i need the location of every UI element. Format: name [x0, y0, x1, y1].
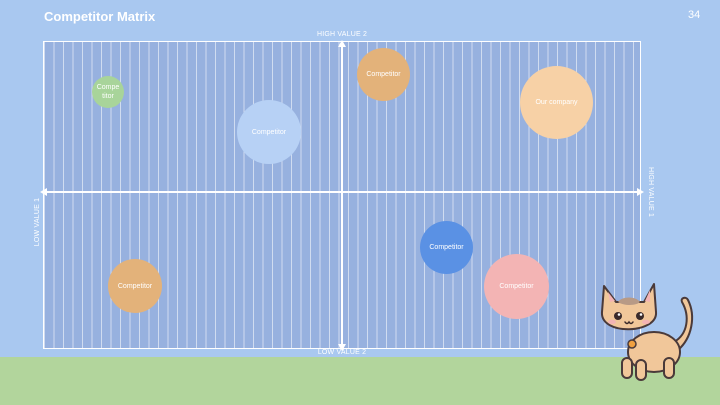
arrow-left-icon	[40, 188, 47, 196]
slide-title: Competitor Matrix	[44, 9, 156, 24]
bubble-label: Competitor	[499, 283, 534, 290]
competitor-bubble: Competitor	[108, 259, 162, 313]
vertical-axis	[341, 44, 343, 346]
page-number: 34	[688, 9, 701, 21]
competitor-bubble: Competitor	[357, 48, 410, 101]
bubble-label: Competitor	[429, 244, 464, 251]
bubble-label: Competitor	[366, 71, 401, 78]
arrow-down-icon	[338, 344, 346, 351]
bubble-label: Competitor	[117, 282, 153, 290]
arrow-right-icon	[637, 188, 644, 196]
ground-strip	[0, 357, 720, 405]
competitor-bubble: Competitor	[237, 100, 301, 164]
arrow-up-icon	[338, 40, 346, 47]
axis-label-high-value-2: HIGH VALUE 2	[316, 31, 368, 38]
axis-label-low-value-2: LOW VALUE 2	[317, 349, 367, 356]
bubble-label: Compe titor	[96, 84, 120, 100]
axis-label-low-value-1: LOW VALUE 1	[34, 197, 41, 247]
axis-label-high-value-1: HIGH VALUE 1	[647, 166, 654, 218]
competitor-bubble: Competitor	[484, 254, 549, 319]
bubble-label: Our company	[535, 99, 578, 106]
competitor-bubble: Compe titor	[92, 76, 124, 108]
our-company-bubble: Our company	[520, 66, 593, 139]
competitor-bubble: Competitor	[420, 221, 473, 274]
cat-mascot-icon	[600, 283, 694, 381]
bubble-label: Competitor	[251, 128, 287, 136]
